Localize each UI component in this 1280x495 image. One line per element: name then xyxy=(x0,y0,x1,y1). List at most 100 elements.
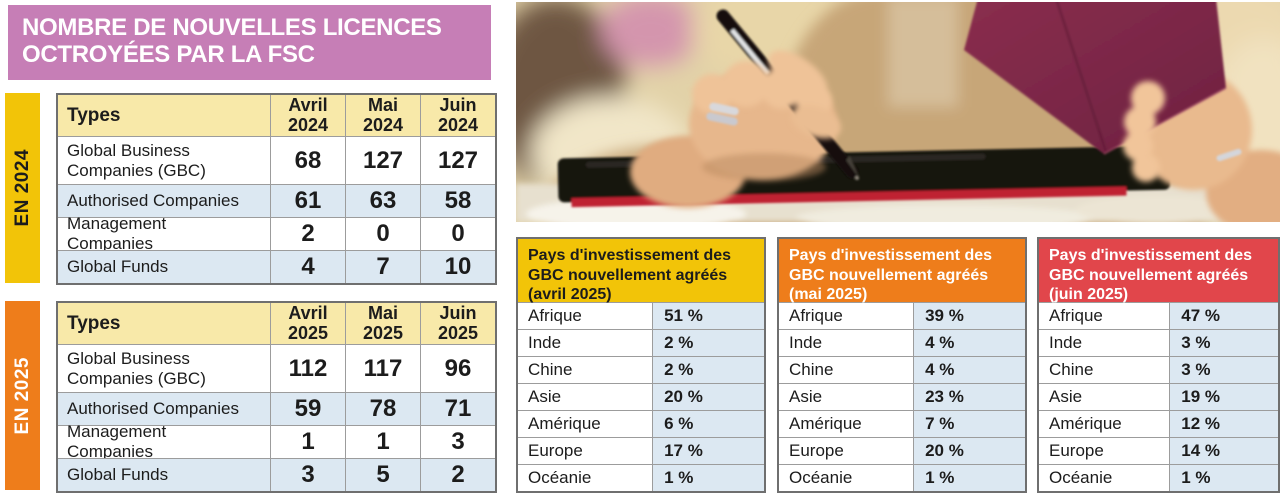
country-table-title: Pays d'investissement des GBC nouvelleme… xyxy=(1039,239,1278,303)
percent-cell: 17 % xyxy=(652,438,764,464)
value-cell: 4 xyxy=(270,251,345,283)
table-row: Afrique 47 % xyxy=(1039,302,1278,329)
row-label: Management Companies xyxy=(67,214,167,253)
percent-cell: 20 % xyxy=(652,384,764,410)
country-label: Inde xyxy=(1039,330,1170,356)
table-row: Chine 3 % xyxy=(1039,356,1278,383)
percent-cell: 7 % xyxy=(913,411,1025,437)
row-label: Global Business Companies (GBC) xyxy=(67,348,206,388)
value-cell: 7 xyxy=(345,251,420,283)
percent-cell: 12 % xyxy=(1169,411,1278,437)
value-cell: 59 xyxy=(270,393,345,425)
row-label: Management Companies xyxy=(67,422,167,461)
column-header-avril-2025: Avril 2025 xyxy=(270,303,345,344)
value-cell: 3 xyxy=(270,459,345,491)
value-cell: 58 xyxy=(420,185,495,217)
table-row: Global Funds 3 5 2 xyxy=(58,458,495,491)
table-row: Amérique 12 % xyxy=(1039,410,1278,437)
country-label: Afrique xyxy=(518,303,653,329)
country-label: Océanie xyxy=(779,465,914,491)
row-label: Global Funds xyxy=(67,465,169,485)
table-row: Europe 14 % xyxy=(1039,437,1278,464)
percent-cell: 39 % xyxy=(913,303,1025,329)
year-bar-2025-label: EN 2025 xyxy=(11,356,33,435)
value-cell: 5 xyxy=(345,459,420,491)
table-row: Europe 20 % xyxy=(779,437,1025,464)
value-cell: 78 xyxy=(345,393,420,425)
table-row: Management Companies 1 1 3 xyxy=(58,422,495,461)
page-title: NOMBRE DE NOUVELLES LICENCES OCTROYÉES P… xyxy=(22,14,442,68)
table-row: Océanie 1 % xyxy=(1039,464,1278,491)
table-row: Authorised Companies 61 63 58 xyxy=(58,184,495,217)
table-row: Chine 4 % xyxy=(779,356,1025,383)
value-cell: 61 xyxy=(270,185,345,217)
percent-cell: 1 % xyxy=(652,465,764,491)
title-banner: NOMBRE DE NOUVELLES LICENCES OCTROYÉES P… xyxy=(8,5,491,80)
country-label: Chine xyxy=(518,357,653,383)
column-header-mai-2024: Mai 2024 xyxy=(345,95,420,136)
table-row: Amérique 7 % xyxy=(779,410,1025,437)
table-row: Global Business Companies (GBC) 112 117 … xyxy=(58,344,495,392)
percent-cell: 14 % xyxy=(1169,438,1278,464)
table-row: Inde 4 % xyxy=(779,329,1025,356)
year-bar-2024-label: EN 2024 xyxy=(11,149,33,227)
country-label: Océanie xyxy=(1039,465,1170,491)
percent-cell: 23 % xyxy=(913,384,1025,410)
country-label: Afrique xyxy=(779,303,914,329)
column-header-juin-2025: Juin 2025 xyxy=(420,303,495,344)
value-cell: 2 xyxy=(420,459,495,491)
column-header-types: Types xyxy=(67,312,121,334)
country-label: Amérique xyxy=(779,411,914,437)
photo-right-fingers xyxy=(1123,81,1165,182)
table-row: Amérique 6 % xyxy=(518,410,764,437)
country-label: Inde xyxy=(779,330,914,356)
percent-cell: 6 % xyxy=(652,411,764,437)
value-cell: 2 xyxy=(270,218,345,250)
percent-cell: 4 % xyxy=(913,357,1025,383)
table-header-row: Types Avril 2025 Mai 2025 Juin 2025 xyxy=(58,303,495,344)
column-header-avril-2024: Avril 2024 xyxy=(270,95,345,136)
table-row: Inde 2 % xyxy=(518,329,764,356)
value-cell: 117 xyxy=(345,345,420,392)
table-row: Asie 23 % xyxy=(779,383,1025,410)
country-label: Amérique xyxy=(518,411,653,437)
table-row: Europe 17 % xyxy=(518,437,764,464)
value-cell: 63 xyxy=(345,185,420,217)
country-table-mai-2025: Pays d'investissement des GBC nouvelleme… xyxy=(777,237,1027,493)
value-cell: 68 xyxy=(270,137,345,184)
photo-illustration xyxy=(516,2,1280,222)
value-cell: 3 xyxy=(420,426,495,458)
country-table-avril-2025: Pays d'investissement des GBC nouvelleme… xyxy=(516,237,766,493)
table-row: Asie 19 % xyxy=(1039,383,1278,410)
value-cell: 1 xyxy=(345,426,420,458)
country-table-title: Pays d'investissement des GBC nouvelleme… xyxy=(518,239,764,303)
value-cell: 0 xyxy=(345,218,420,250)
value-cell: 96 xyxy=(420,345,495,392)
table-row: Océanie 1 % xyxy=(518,464,764,491)
table-row: Inde 3 % xyxy=(1039,329,1278,356)
percent-cell: 3 % xyxy=(1169,330,1278,356)
photo-right-ring xyxy=(1216,148,1242,162)
country-table-juin-2025: Pays d'investissement des GBC nouvelleme… xyxy=(1037,237,1280,493)
percent-cell: 1 % xyxy=(913,465,1025,491)
country-label: Chine xyxy=(1039,357,1170,383)
country-label: Asie xyxy=(518,384,653,410)
year-bar-2025: EN 2025 xyxy=(5,301,40,490)
percent-cell: 4 % xyxy=(913,330,1025,356)
row-label: Global Funds xyxy=(67,257,169,277)
value-cell: 71 xyxy=(420,393,495,425)
photo-signing-document xyxy=(516,2,1280,222)
column-header-types: Types xyxy=(67,104,121,126)
row-label: Global Business Companies (GBC) xyxy=(67,140,206,180)
country-label: Europe xyxy=(518,438,653,464)
country-label: Asie xyxy=(779,384,914,410)
percent-cell: 19 % xyxy=(1169,384,1278,410)
licences-table-2025: Types Avril 2025 Mai 2025 Juin 2025 Glob… xyxy=(56,301,497,493)
value-cell: 0 xyxy=(420,218,495,250)
value-cell: 112 xyxy=(270,345,345,392)
country-label: Europe xyxy=(779,438,914,464)
table-row: Afrique 39 % xyxy=(779,302,1025,329)
row-label: Authorised Companies xyxy=(67,191,239,211)
percent-cell: 20 % xyxy=(913,438,1025,464)
